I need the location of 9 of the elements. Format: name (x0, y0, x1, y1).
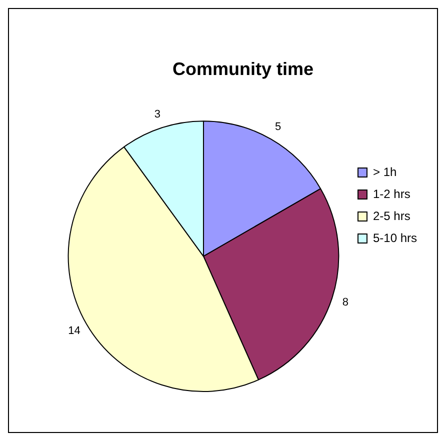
data-label: 8 (342, 296, 348, 308)
legend-label: > 1h (372, 164, 397, 179)
legend-label: 2-5 hrs (372, 208, 410, 223)
legend-label: 5-10 hrs (372, 230, 418, 245)
data-label: 3 (154, 108, 160, 120)
legend-label: 1-2 hrs (372, 186, 410, 201)
chart-title: Community time (172, 58, 314, 79)
data-label: 5 (275, 121, 282, 134)
data-label: 14 (68, 324, 80, 337)
